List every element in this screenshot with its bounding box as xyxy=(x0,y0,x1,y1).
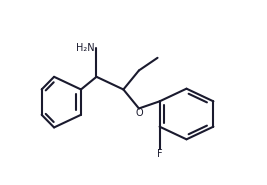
Text: O: O xyxy=(135,108,143,118)
Text: H₂N: H₂N xyxy=(76,43,95,53)
Text: F: F xyxy=(157,149,162,159)
